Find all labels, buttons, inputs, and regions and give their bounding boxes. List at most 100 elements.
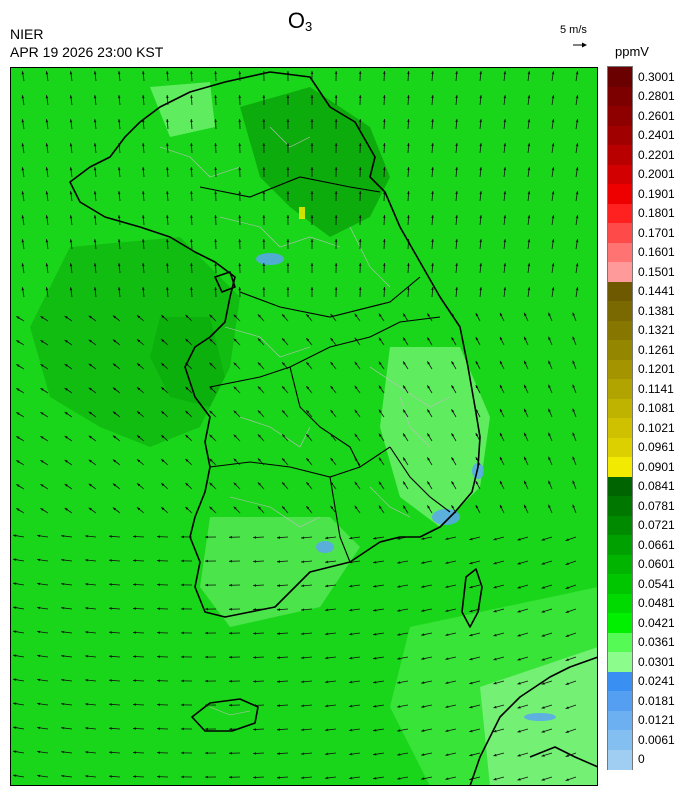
wind-arrowhead: [378, 481, 382, 485]
wind-arrowhead: [190, 215, 193, 219]
wind-arrowhead: [475, 505, 479, 509]
legend-swatch: [608, 437, 632, 458]
wind-arrowhead: [445, 681, 449, 684]
wind-arrowhead: [475, 481, 479, 485]
wind-arrowhead: [262, 71, 266, 74]
wind-arrowhead: [334, 119, 338, 122]
wind-arrowhead: [117, 287, 121, 291]
wind-arrowhead: [349, 656, 353, 660]
wind-arrowhead: [229, 583, 232, 587]
wind-arrowhead: [572, 360, 575, 364]
wind-arrowhead: [142, 215, 145, 219]
wind-arrowhead: [112, 387, 116, 391]
legend-swatch: [608, 262, 632, 282]
wind-arrowhead: [21, 215, 25, 219]
wind-arrowhead: [475, 457, 479, 461]
wind-arrowhead: [517, 658, 521, 661]
wind-arrowhead: [403, 313, 406, 317]
wind-arrowhead: [524, 408, 527, 413]
wind-arrowhead: [325, 728, 329, 732]
wind-arrowhead: [229, 655, 232, 659]
wind-arrowhead: [16, 436, 20, 439]
wind-arrowhead: [493, 729, 497, 733]
wind-arrowhead: [475, 409, 479, 413]
forecast-timestamp: APR 19 2026 23:00 KST: [10, 44, 164, 60]
reference-vector-arrow: [573, 42, 587, 48]
wind-arrowhead: [166, 215, 169, 219]
wind-arrowhead: [190, 119, 193, 123]
wind-arrowhead: [233, 458, 237, 462]
wind-arrowhead: [209, 458, 213, 462]
wind-arrowhead: [109, 607, 113, 610]
wind-arrowhead: [301, 656, 305, 659]
korean-peninsula-coastline: [69, 71, 481, 618]
legend-label: 0.1441: [638, 284, 675, 299]
wind-arrowhead: [378, 409, 382, 413]
wind-arrowhead: [455, 263, 458, 267]
wind-arrowhead: [190, 95, 193, 99]
wind-arrowhead: [334, 167, 338, 170]
wind-arrowhead: [572, 336, 575, 340]
wind-arrowhead: [45, 95, 49, 99]
wind-arrowhead: [21, 167, 25, 171]
wind-arrowhead: [358, 71, 362, 74]
wind-arrowhead: [185, 386, 189, 390]
wind-arrowhead: [301, 728, 305, 731]
wind-arrowhead: [427, 409, 430, 413]
wind-arrowhead: [286, 263, 290, 266]
wind-arrowhead: [575, 71, 579, 75]
wind-arrowhead: [181, 775, 184, 779]
wind-arrowhead: [354, 313, 358, 317]
wind-arrowhead: [40, 412, 44, 415]
wind-arrowhead: [431, 143, 434, 147]
wind-arrowhead: [397, 753, 401, 756]
wind-arrowhead: [214, 215, 217, 219]
wind-arrowhead: [475, 361, 479, 365]
wind-arrowhead: [358, 119, 362, 122]
wind-arrowhead: [565, 538, 569, 541]
legend-swatch: [608, 164, 632, 185]
wind-arrowhead: [349, 584, 353, 588]
legend-swatch: [608, 359, 632, 380]
ozone-concentration-map: [10, 67, 598, 786]
wind-arrowhead: [142, 191, 145, 195]
wind-arrowhead: [190, 263, 193, 267]
wind-arrowhead: [493, 657, 497, 661]
wind-arrowhead: [310, 215, 314, 218]
wind-arrowhead: [493, 537, 497, 541]
wind-arrowhead: [455, 167, 458, 171]
wind-arrowhead: [40, 460, 44, 463]
wind-arrowhead: [541, 754, 545, 757]
wind-arrowhead: [373, 681, 377, 684]
wind-arrowhead: [61, 606, 65, 610]
wind-arrowhead: [493, 777, 497, 781]
wind-arrowhead: [214, 71, 217, 75]
legend-swatch: [608, 457, 632, 477]
wind-arrowhead: [209, 506, 213, 510]
wind-arrowhead: [373, 609, 377, 612]
wind-arrowhead: [373, 777, 377, 780]
wind-arrowhead: [229, 751, 232, 755]
wind-arrowhead: [479, 119, 482, 123]
wind-arrowhead: [64, 435, 68, 439]
legend-label: 0.0121: [638, 713, 675, 728]
wind-arrowhead: [349, 752, 353, 756]
wind-arrowhead: [565, 586, 569, 589]
wind-arrowhead: [69, 215, 73, 219]
wind-arrowhead: [310, 119, 314, 122]
wind-arrowhead: [185, 482, 189, 486]
wind-arrowhead: [85, 702, 89, 706]
wind-arrowhead: [157, 583, 160, 586]
legend-label: 0.0301: [638, 654, 675, 669]
wind-arrowhead: [378, 337, 382, 341]
wind-arrowhead: [349, 776, 353, 780]
wind-arrowhead: [421, 753, 425, 756]
wind-arrowhead: [286, 71, 290, 74]
legend-swatch: [608, 632, 632, 653]
wind-arrowhead: [503, 143, 507, 147]
legend-swatch: [608, 86, 632, 107]
legend-swatch: [608, 223, 632, 243]
wind-arrowhead: [451, 505, 455, 509]
wind-arrowhead: [431, 167, 434, 171]
legend-swatch: [608, 554, 632, 575]
